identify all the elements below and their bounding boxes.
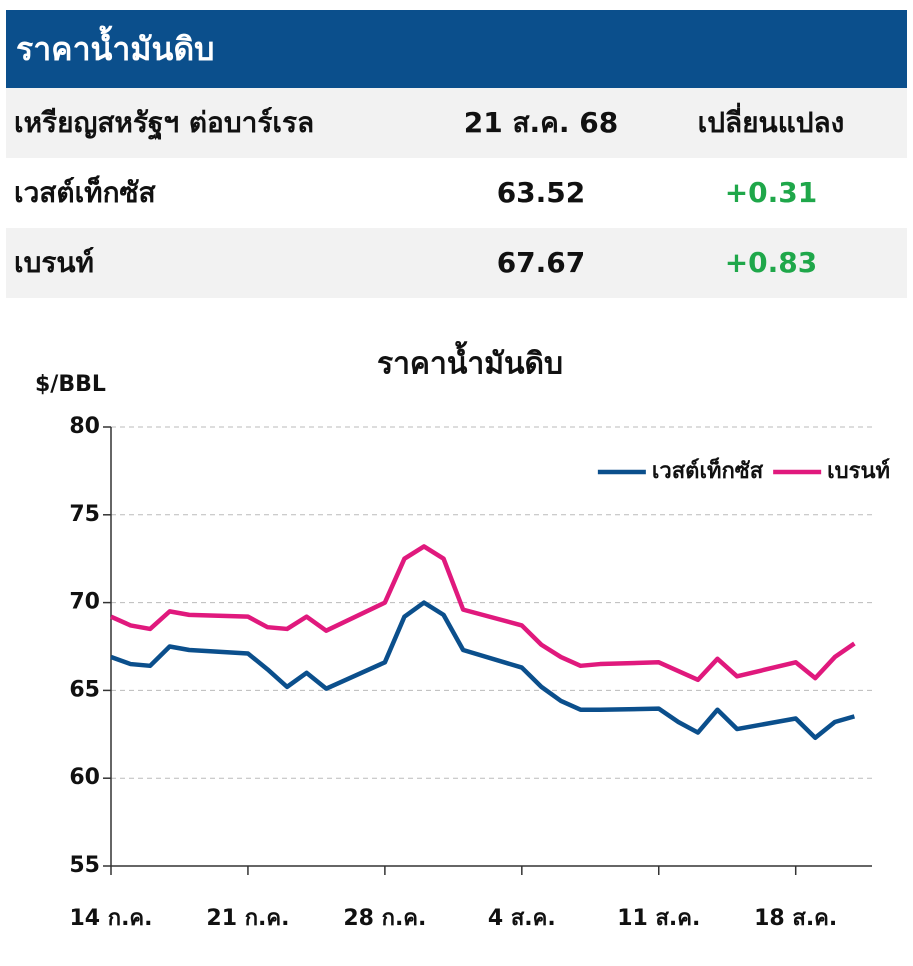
y-tick-label: 60 xyxy=(69,765,100,790)
x-tick-label: 18 ส.ค. xyxy=(754,906,837,931)
x-tick-label: 4 ส.ค. xyxy=(488,906,556,931)
y-tick-label: 65 xyxy=(69,677,100,702)
table-row: เบรนท์ 67.67 +0.83 xyxy=(6,228,907,298)
x-tick-label: 11 ส.ค. xyxy=(617,906,700,931)
column-header: 21 ส.ค. 68 xyxy=(463,106,619,139)
header-title: ราคาน้ำมันดิบ xyxy=(6,10,907,88)
data-line xyxy=(110,600,856,741)
y-tick-label: 80 xyxy=(69,414,100,439)
table-row: เวสต์เท็กซัส 63.52 +0.31 xyxy=(6,158,907,228)
chart: ราคาน้ำมันดิบ $/BBL 55 60 65 70 75 80 14 ก.ค. 2… xyxy=(35,341,890,932)
row-label: เบรนท์ xyxy=(14,246,94,279)
column-header: เหรียญสหรัฐฯ ต่อบาร์เรล xyxy=(14,106,315,139)
x-tick-label: 28 ก.ค. xyxy=(343,906,426,931)
price: 63.52 xyxy=(496,176,586,209)
change: +0.31 xyxy=(724,176,818,209)
data-line xyxy=(110,544,856,683)
x-tick-label: 14 ก.ค. xyxy=(69,906,152,931)
y-tick-label: 75 xyxy=(69,502,100,527)
legend-label: เวสต์เท็กซัส xyxy=(652,456,764,484)
chart-title: ราคาน้ำมันดิบ xyxy=(377,341,563,382)
y-tick-label: 55 xyxy=(69,853,100,878)
change: +0.83 xyxy=(724,246,818,279)
legend-label: เบรนท์ xyxy=(827,458,890,484)
y-tick-label: 70 xyxy=(69,590,100,615)
row-label: เวสต์เท็กซัส xyxy=(14,176,156,209)
price: 67.67 xyxy=(496,246,586,279)
column-header: เปลี่ยนแปลง xyxy=(697,106,845,139)
x-tick-label: 21 ก.ค. xyxy=(206,906,289,931)
y-axis-title: $/BBL xyxy=(35,372,106,397)
table-header: เหรียญสหรัฐฯ ต่อบาร์เรล 21 ส.ค. 68 เปลี่… xyxy=(6,88,907,158)
